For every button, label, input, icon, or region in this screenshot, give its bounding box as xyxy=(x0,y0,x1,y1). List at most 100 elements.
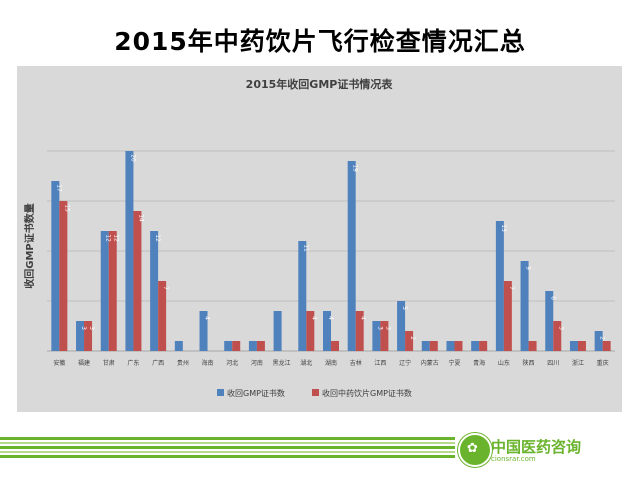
x-tick-label: 辽宁 xyxy=(399,359,411,367)
chart-title: 2015年收回GMP证书情况表 xyxy=(246,77,394,91)
data-label-series2: 4 xyxy=(360,316,367,320)
x-tick-label: 湖南 xyxy=(325,359,337,367)
data-label-series2: 7 xyxy=(508,286,515,290)
bar-series2 xyxy=(405,331,414,351)
data-label-series1: 12 xyxy=(154,234,161,242)
data-label-series2: 14 xyxy=(137,214,144,222)
bar-series1 xyxy=(520,261,529,351)
data-label-series2: 7 xyxy=(162,286,169,290)
x-tick-label: 河南 xyxy=(251,359,263,367)
x-tick-label: 宁夏 xyxy=(448,359,460,367)
x-tick-label: 甘肃 xyxy=(103,359,115,367)
bar-series1 xyxy=(421,341,430,351)
bar-series1 xyxy=(51,181,60,351)
bar-series1 xyxy=(248,341,257,351)
bar-series1 xyxy=(397,301,406,351)
bar-series1 xyxy=(224,341,233,351)
bar-series1 xyxy=(76,321,85,351)
bar-series1 xyxy=(150,231,159,351)
bar-series2 xyxy=(454,341,463,351)
bar-series1 xyxy=(100,231,109,351)
bar-series2 xyxy=(479,341,488,351)
bar-series2 xyxy=(108,231,117,351)
legend-swatch-series1 xyxy=(217,389,224,396)
bar-series1 xyxy=(446,341,455,351)
bar-series1 xyxy=(298,241,307,351)
legend-swatch-series2 xyxy=(312,389,319,396)
bar-series2 xyxy=(528,341,537,351)
brand-logo: ✿ 中国医药咨询 cionsrar.com xyxy=(458,428,633,472)
data-label-series1: 5 xyxy=(401,306,408,310)
bar-series2 xyxy=(84,321,93,351)
bar-series2 xyxy=(602,341,611,351)
data-label-series2: 3 xyxy=(88,326,95,330)
data-label-series1: 2 xyxy=(599,336,606,340)
chart-panel: 2015年收回GMP证书情况表 收回GMP证书数量 17 15 安徽 3 3 福建 12 12 甘肃… xyxy=(17,66,622,412)
bar-series1 xyxy=(347,161,356,351)
y-axis-label: 收回GMP证书数量 xyxy=(23,203,36,289)
data-label-series1: 20 xyxy=(129,154,136,162)
bar-series2 xyxy=(331,341,339,351)
data-label-series2: 2 xyxy=(409,336,416,340)
bar-series2 xyxy=(429,341,438,351)
x-tick-label: 浙江 xyxy=(572,359,584,367)
x-tick-label: 吉林 xyxy=(350,359,362,367)
bar-series2 xyxy=(553,321,562,351)
bar-series2 xyxy=(577,341,586,351)
bar-series2 xyxy=(158,281,167,351)
bar-series2 xyxy=(306,311,315,351)
bar-series1 xyxy=(545,291,554,351)
data-label-series1: 9 xyxy=(525,266,532,270)
x-tick-label: 广西 xyxy=(152,359,164,367)
leaf-logo-icon: ✿ xyxy=(458,433,492,467)
bar-series1 xyxy=(372,321,381,351)
x-tick-label: 黑龙江 xyxy=(273,359,291,367)
x-tick-label: 重庆 xyxy=(597,359,609,367)
bar-series1 xyxy=(174,341,183,351)
x-tick-label: 内蒙古 xyxy=(421,359,439,367)
bar-series1 xyxy=(125,151,134,351)
data-label-series2: 3 xyxy=(384,326,391,330)
data-label-series2: 4 xyxy=(310,316,317,320)
data-label-series1: 19 xyxy=(352,164,359,172)
data-label-series1: 12 xyxy=(105,234,112,242)
x-tick-label: 山东 xyxy=(498,359,510,367)
footer-stripes xyxy=(0,437,455,465)
data-label-series2: 15 xyxy=(63,204,70,212)
bar-series1 xyxy=(471,341,480,351)
data-label-series1: 13 xyxy=(500,224,507,232)
data-label-series2: 12 xyxy=(113,234,120,242)
bar-series2 xyxy=(355,311,364,351)
bar-series1 xyxy=(323,311,331,351)
x-tick-label: 青海 xyxy=(473,359,485,367)
bar-series1 xyxy=(495,221,504,351)
x-tick-label: 安徽 xyxy=(53,359,65,367)
x-tick-label: 广东 xyxy=(127,359,139,367)
x-tick-label: 河北 xyxy=(226,359,238,367)
legend-label-series1: 收回GMP证书数 xyxy=(227,388,285,398)
data-label-series1: 11 xyxy=(302,244,309,252)
x-tick-label: 陕西 xyxy=(523,359,535,367)
slide-title: 2015年中药饮片飞行检查情况汇总 xyxy=(114,27,526,56)
data-label-series1: 4 xyxy=(327,316,334,320)
x-tick-label: 江西 xyxy=(374,360,386,367)
bar-series2 xyxy=(380,321,389,351)
data-label-series1: 4 xyxy=(204,316,211,320)
legend-label-series2: 收回中药饮片GMP证书数 xyxy=(322,388,412,398)
logo-subtext: cionsrar.com xyxy=(491,455,536,463)
x-tick-label: 福建 xyxy=(78,359,90,367)
bar-series2 xyxy=(133,211,142,351)
data-label-series1: 17 xyxy=(55,184,62,192)
x-tick-label: 四川 xyxy=(547,360,559,367)
bar-series1 xyxy=(199,311,208,351)
x-tick-label: 贵州 xyxy=(177,359,189,367)
data-label-series1: 6 xyxy=(549,296,556,300)
data-label-series1: 3 xyxy=(80,326,87,330)
bar-series2 xyxy=(232,341,241,351)
bar-series2 xyxy=(59,201,68,351)
x-tick-label: 海南 xyxy=(202,359,214,367)
data-label-series1: 3 xyxy=(376,326,383,330)
bar-series1 xyxy=(594,331,603,351)
logo-text: 中国医药咨询 xyxy=(491,438,582,456)
